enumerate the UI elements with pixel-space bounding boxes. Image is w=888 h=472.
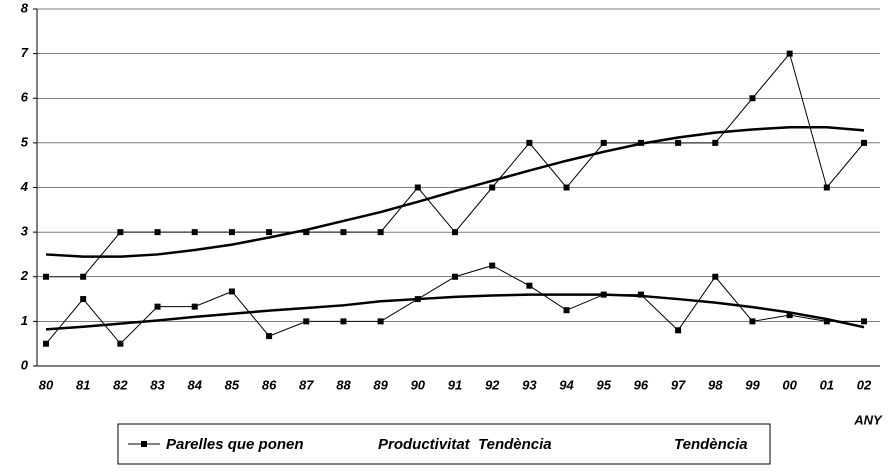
data-point [861,139,867,146]
data-point [303,318,310,325]
legend-label: Tendència [674,436,748,453]
data-point [80,273,87,280]
data-point [452,229,458,236]
data-point [43,273,49,280]
data-point [786,50,793,57]
data-point [154,229,161,236]
series-line [45,293,865,331]
x-tick-label: 93 [522,377,537,392]
x-tick-label: 82 [113,377,128,392]
data-point [489,262,496,269]
data-point [861,318,867,325]
x-tick-label: 96 [634,377,649,392]
data-point [675,139,682,146]
data-point [191,303,198,310]
data-point [228,229,235,236]
x-tick-label: 97 [671,377,686,392]
x-tick-label: 02 [857,377,872,392]
legend-label: Tendència [478,436,552,453]
x-tick-label: 99 [745,377,760,392]
data-point [823,318,830,325]
data-point [489,184,496,191]
y-tick-label: 7 [21,45,29,60]
x-tick-label: 92 [485,377,500,392]
x-tick-label: 86 [262,377,277,392]
x-tick-label: 83 [150,377,165,392]
data-point [563,184,570,191]
x-tick-label: 80 [39,377,54,392]
data-point [117,340,124,347]
x-tick-label: 89 [373,377,388,392]
data-point [712,139,719,146]
data-point [117,229,124,236]
x-tick-label: 01 [820,377,834,392]
y-tick-label: 0 [21,357,29,372]
data-point [43,340,49,347]
legend-box [117,423,771,465]
data-point [377,318,384,325]
data-point [526,282,533,289]
x-tick-label: 90 [411,377,426,392]
data-point [526,139,533,146]
data-point [266,229,273,236]
x-tick-label: 98 [708,377,723,392]
legend-marker [141,441,147,447]
series-line [46,52,865,278]
x-tick-label: 95 [596,377,611,392]
legend-label: Parelles que ponen [166,436,304,453]
data-point [712,273,719,280]
data-point [786,312,793,319]
y-tick-label: 4 [20,179,29,194]
y-tick-label: 6 [21,90,29,105]
data-point [414,184,421,191]
y-tick-label: 1 [21,313,28,328]
data-point [675,327,682,334]
data-point [377,229,384,236]
x-tick-label: 85 [225,377,240,392]
y-tick-label: 5 [21,134,29,149]
data-point [823,184,830,191]
data-point [340,318,347,325]
x-tick-label: 94 [559,377,574,392]
y-tick-label: 2 [20,268,29,283]
x-tick-label: 81 [76,377,90,392]
data-point [452,273,458,280]
legend-label: Productivitat [378,436,471,453]
y-tick-label: 8 [21,0,29,15]
data-point [749,318,756,325]
y-tick-label: 3 [21,224,29,239]
data-point [80,296,87,303]
data-point [340,229,347,236]
data-point [191,229,198,236]
data-point [600,139,607,146]
data-point [563,307,570,314]
data-point [303,229,310,236]
data-point [154,303,161,310]
x-tick-label: 87 [299,377,314,392]
x-tick-label: 84 [187,377,202,392]
data-point [637,291,644,298]
x-tick-label: 88 [336,377,351,392]
x-tick-label: 00 [782,377,797,392]
x-tick-label: 91 [448,377,462,392]
x-axis-label: ANY [853,412,883,427]
series-line [45,126,865,258]
data-point [266,333,273,340]
data-point [749,95,756,102]
data-point [228,288,235,295]
